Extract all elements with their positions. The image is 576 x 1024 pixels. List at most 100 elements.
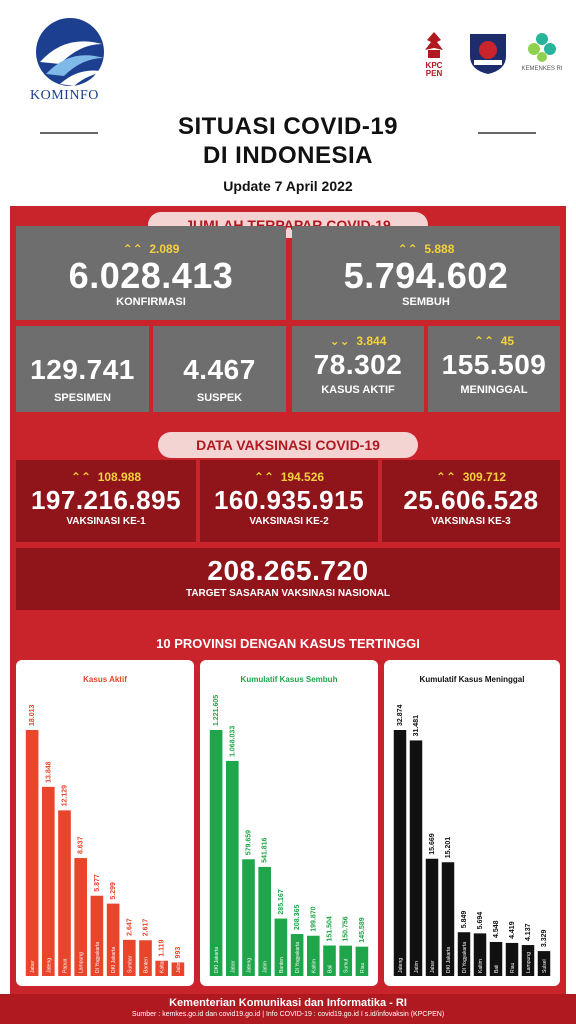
card-spesimen: 129.741 SPESIMEN bbox=[16, 326, 149, 412]
bar-jateng bbox=[41, 786, 55, 976]
spesimen-value: 129.741 bbox=[30, 354, 135, 385]
bar-sulsel bbox=[537, 951, 551, 976]
page-title-line2: DI INDONESIA bbox=[202, 142, 373, 169]
bar-papua bbox=[58, 810, 71, 976]
data-label: 5.877 bbox=[94, 874, 101, 892]
chart-kasus-aktif: Kasus Aktif 18.013 Jabar 13.848 Jateng 12.129… bbox=[25, 675, 185, 976]
card-kasus-aktif: ⌄⌄ 3.844 78.302 KASUS AKTIF bbox=[292, 326, 424, 412]
bar-bali bbox=[489, 941, 503, 976]
data-label: 31.481 bbox=[413, 715, 420, 737]
category-label: Riau bbox=[360, 962, 366, 973]
page-title-line1: SITUASI COVID-19 bbox=[177, 113, 399, 140]
data-label: 18.013 bbox=[29, 704, 36, 726]
svg-text:PEN: PEN bbox=[426, 69, 443, 78]
chart-panel-meninggal: Kumulatif Kasus Meninggal 32.874 Jateng 31.… bbox=[384, 660, 560, 986]
data-label: 541.816 bbox=[262, 837, 269, 862]
bar-jabar bbox=[25, 730, 39, 976]
data-label: 151.504 bbox=[327, 916, 334, 941]
category-label: Jatim bbox=[263, 961, 269, 973]
bar-sumbar bbox=[122, 939, 136, 976]
category-label: Bali bbox=[328, 965, 334, 973]
divider-right bbox=[478, 132, 536, 134]
category-label: Jateng bbox=[398, 958, 404, 973]
bar-bali bbox=[323, 945, 336, 976]
bar-riau bbox=[355, 946, 369, 976]
data-label: 13.848 bbox=[45, 761, 52, 783]
chart-title: Kumulatif Kasus Sembuh bbox=[241, 675, 338, 684]
category-label: DKI Jakarta bbox=[446, 947, 452, 973]
bar-jabar bbox=[425, 858, 439, 976]
data-label: 1.119 bbox=[159, 939, 166, 956]
sembuh-value: 5.794.602 bbox=[343, 255, 509, 296]
bar-dki-jakarta bbox=[106, 903, 120, 976]
data-label: 8.637 bbox=[78, 836, 85, 854]
bar-di-yogyakarta bbox=[290, 934, 304, 976]
data-label: 32.874 bbox=[397, 704, 404, 726]
up-arrow-icon: ⌃⌃ bbox=[253, 470, 275, 484]
category-label: DKI Jakarta bbox=[214, 947, 220, 973]
header: KOMINFO KPC PEN KEMENKES R bbox=[0, 0, 576, 130]
category-label: Lampung bbox=[79, 952, 85, 973]
bar-kaltim bbox=[473, 933, 487, 976]
data-label: 150.756 bbox=[343, 916, 350, 941]
konfirmasi-delta: ⌃⌃ 2.089 bbox=[122, 242, 180, 256]
data-label: 3.329 bbox=[541, 929, 548, 947]
category-label: Banten bbox=[144, 957, 150, 973]
dose2-value: 160.935.915 bbox=[213, 485, 365, 515]
up-arrow-icon: ⌃⌃ bbox=[435, 470, 457, 484]
bar-jatim bbox=[171, 962, 185, 976]
dose1-label: VAKSINASI KE-1 bbox=[66, 516, 146, 527]
data-label: 5.849 bbox=[461, 911, 468, 929]
satgas-covid-emblem-icon bbox=[470, 34, 506, 74]
bar-jatim bbox=[258, 866, 272, 976]
update-date: Update 7 April 2022 bbox=[223, 178, 353, 194]
section-title-provinces: 10 PROVINSI DENGAN KASUS TERTINGGI bbox=[156, 636, 420, 651]
dose3-value: 25.606.528 bbox=[403, 485, 539, 515]
category-label: Sumbar bbox=[127, 955, 133, 973]
data-label: 12.129 bbox=[62, 785, 69, 807]
chart-kasus-meninggal: Kumulatif Kasus Meninggal 32.874 Jateng 31.… bbox=[393, 675, 551, 976]
category-label: DKI Jakarta bbox=[111, 947, 117, 973]
partner-satgas bbox=[466, 30, 510, 76]
chart-panel-aktif: Kasus Aktif 18.013 Jabar 13.848 Jateng 12.129… bbox=[16, 660, 194, 986]
bar-banten bbox=[139, 940, 152, 976]
footer: Kementerian Komunikasi dan Informatika -… bbox=[0, 994, 576, 1024]
bar-di-yogyakarta bbox=[457, 932, 471, 976]
data-label: 5.299 bbox=[110, 882, 117, 900]
card-vaksin-1: ⌃⌃ 108.988 197.216.895 VAKSINASI KE-1 bbox=[16, 460, 196, 542]
logo-text: KOMINFO bbox=[30, 88, 99, 103]
bar-dki-jakarta bbox=[209, 730, 223, 976]
partner-kemenkes: KEMENKES RI bbox=[520, 30, 564, 72]
chart-title: Kumulatif Kasus Meninggal bbox=[420, 675, 525, 684]
konfirmasi-label: KONFIRMASI bbox=[116, 296, 186, 308]
dose3-delta: ⌃⌃ 309.712 bbox=[435, 470, 507, 484]
meninggal-label: MENINGGAL bbox=[460, 384, 528, 396]
kemenkes-label: KEMENKES RI bbox=[521, 66, 563, 72]
down-arrow-icon: ⌄⌄ bbox=[329, 334, 350, 348]
title-block: SITUASI COVID-19 DI INDONESIA Update 7 A… bbox=[100, 112, 476, 194]
svg-text:KPC: KPC bbox=[426, 61, 443, 70]
up-arrow-icon: ⌃⌃ bbox=[122, 242, 143, 256]
card-target: 208.265.720 TARGET SASARAN VAKSINASI NAS… bbox=[16, 548, 560, 610]
card-vaksin-2: ⌃⌃ 194.526 160.935.915 VAKSINASI KE-2 bbox=[200, 460, 378, 542]
category-label: Bali bbox=[494, 965, 500, 973]
card-suspek: 4.467 SUSPEK bbox=[153, 326, 286, 412]
category-label: Kaltim bbox=[311, 959, 317, 973]
data-label: 4.137 bbox=[525, 923, 532, 941]
category-label: Jabar bbox=[430, 960, 436, 973]
target-value: 208.265.720 bbox=[207, 555, 369, 586]
up-arrow-icon: ⌃⌃ bbox=[397, 242, 418, 256]
category-label: Jateng bbox=[46, 958, 52, 973]
data-label: 993 bbox=[175, 947, 182, 959]
dose3-label: VAKSINASI KE-3 bbox=[431, 516, 511, 527]
aktif-label: KASUS AKTIF bbox=[321, 384, 395, 396]
category-label: Kaltim bbox=[478, 959, 484, 973]
data-label: 15.201 bbox=[445, 837, 452, 859]
bar-riau bbox=[505, 942, 519, 976]
card-sembuh: ⌃⌃ 5.888 5.794.602 SEMBUH bbox=[292, 226, 560, 320]
aktif-delta: ⌄⌄ 3.844 bbox=[329, 334, 387, 348]
bar-lampung bbox=[521, 945, 535, 976]
category-label: Jateng bbox=[247, 958, 253, 973]
data-label: 208.365 bbox=[294, 905, 301, 930]
kominfo-logo-icon bbox=[36, 18, 106, 86]
